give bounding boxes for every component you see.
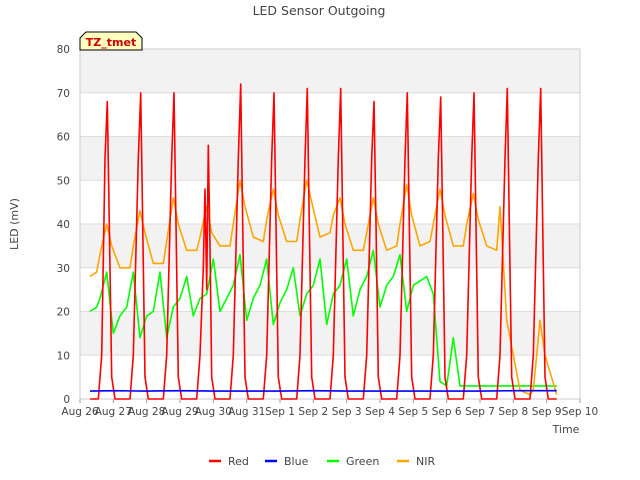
- y-tick-label: 0: [63, 394, 70, 406]
- x-tick-label: Sep 5: [398, 406, 428, 418]
- y-tick-label: 80: [57, 44, 70, 56]
- x-axis-label: Time: [552, 423, 580, 436]
- x-tick-label: Sep 1: [265, 406, 295, 418]
- x-tick-label: Aug 30: [195, 406, 232, 418]
- tz-annotation: TZ_tmet: [79, 31, 143, 51]
- y-tick-label: 20: [57, 307, 70, 319]
- x-tick-label: Aug 26: [61, 406, 99, 418]
- y-tick-label: 30: [57, 263, 70, 275]
- y-axis-ticks: 0 10 20 30 40 50 60 70 80: [57, 44, 70, 406]
- x-tick-label: Sep 10: [562, 406, 599, 418]
- legend-label-green: Green: [346, 455, 379, 468]
- y-tick-label: 70: [57, 88, 70, 100]
- x-tick-label: Aug 28: [128, 406, 165, 418]
- series-lines: [89, 83, 558, 400]
- band-5: [80, 136, 580, 181]
- x-tick-label: Aug 29: [161, 406, 198, 418]
- x-tick-label: Sep 6: [432, 406, 462, 418]
- y-tick-label: 10: [57, 350, 70, 362]
- x-tick-label: Aug 27: [95, 406, 132, 418]
- series-line-red: [90, 83, 557, 400]
- y-tick-label: 40: [57, 219, 70, 231]
- x-tick-label: Sep 4: [365, 406, 395, 418]
- y-tick-label: 60: [57, 132, 70, 144]
- legend-label-nir: NIR: [416, 455, 435, 468]
- band-1: [80, 311, 580, 356]
- chart-title: LED Sensor Outgoing: [253, 3, 386, 18]
- x-tick-label: Aug 31: [228, 406, 265, 418]
- y-tick-label: 50: [57, 175, 70, 187]
- x-tick-label: Sep 8: [498, 406, 528, 418]
- band-6: [80, 92, 580, 137]
- x-tick-label: Sep 7: [465, 406, 495, 418]
- legend-label-blue: Blue: [284, 455, 309, 468]
- x-tick-label: Sep 3: [332, 406, 362, 418]
- x-tick-label: Sep 9: [532, 406, 562, 418]
- band-7: [80, 49, 580, 93]
- legend: Red Blue Green NIR: [209, 455, 435, 468]
- band-4: [80, 180, 580, 224]
- legend-label-red: Red: [228, 455, 249, 468]
- plot-background-bands: [80, 48, 580, 400]
- tz-annotation-text: TZ_tmet: [86, 36, 136, 49]
- x-tick-label: Sep 2: [298, 406, 328, 418]
- series-line-green: [89, 249, 557, 387]
- y-axis-label: LED (mV): [8, 198, 21, 250]
